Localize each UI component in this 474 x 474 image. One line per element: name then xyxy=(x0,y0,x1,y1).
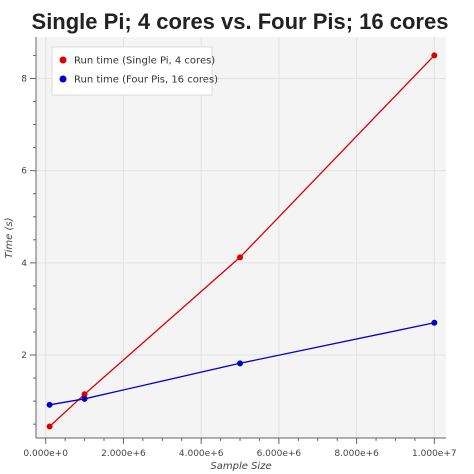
y-tick-label: 8 xyxy=(21,74,27,84)
chart-title: Single Pi; 4 cores vs. Four Pis; 16 core… xyxy=(32,9,449,34)
data-point xyxy=(46,401,53,408)
series-line-2 xyxy=(49,322,435,406)
legend-box xyxy=(51,46,213,96)
x-tick-label: 8.000e+6 xyxy=(334,449,379,459)
data-point xyxy=(431,52,438,59)
legend-entry-label: Run time (Single Pi, 4 cores) xyxy=(74,56,215,67)
data-point xyxy=(81,395,88,402)
series-layer xyxy=(46,52,438,430)
x-tick-label: 1.000e+7 xyxy=(412,449,457,459)
y-axis-label: Time (s) xyxy=(4,218,15,259)
axes: 0.000e+0 2.000e+6 4.000e+6 6.000e+6 8.000e+6… xyxy=(21,37,457,459)
x-axis-label: Sample Size xyxy=(210,461,271,472)
legend-marker xyxy=(59,56,67,64)
y-tick-label: 2 xyxy=(21,351,27,361)
data-point xyxy=(237,254,244,261)
y-tick-label: 4 xyxy=(21,259,27,269)
data-point xyxy=(237,360,244,367)
grid-lines xyxy=(36,37,446,438)
plot-area xyxy=(36,37,446,438)
legend-marker xyxy=(59,75,67,83)
x-tick-label: 6.000e+6 xyxy=(257,449,302,459)
x-tick-label: 0.000e+0 xyxy=(23,449,68,459)
data-point xyxy=(46,423,53,430)
x-tick-label: 2.000e+6 xyxy=(101,449,146,459)
legend: Run time (Single Pi, 4 cores) Run time (F… xyxy=(51,46,218,96)
series-line-1 xyxy=(49,54,435,427)
legend-entry-label: Run time (Four Pis, 16 cores) xyxy=(74,75,218,86)
y-tick-label: 6 xyxy=(21,167,27,177)
x-tick-label: 4.000e+6 xyxy=(179,449,224,459)
data-point xyxy=(431,319,438,326)
